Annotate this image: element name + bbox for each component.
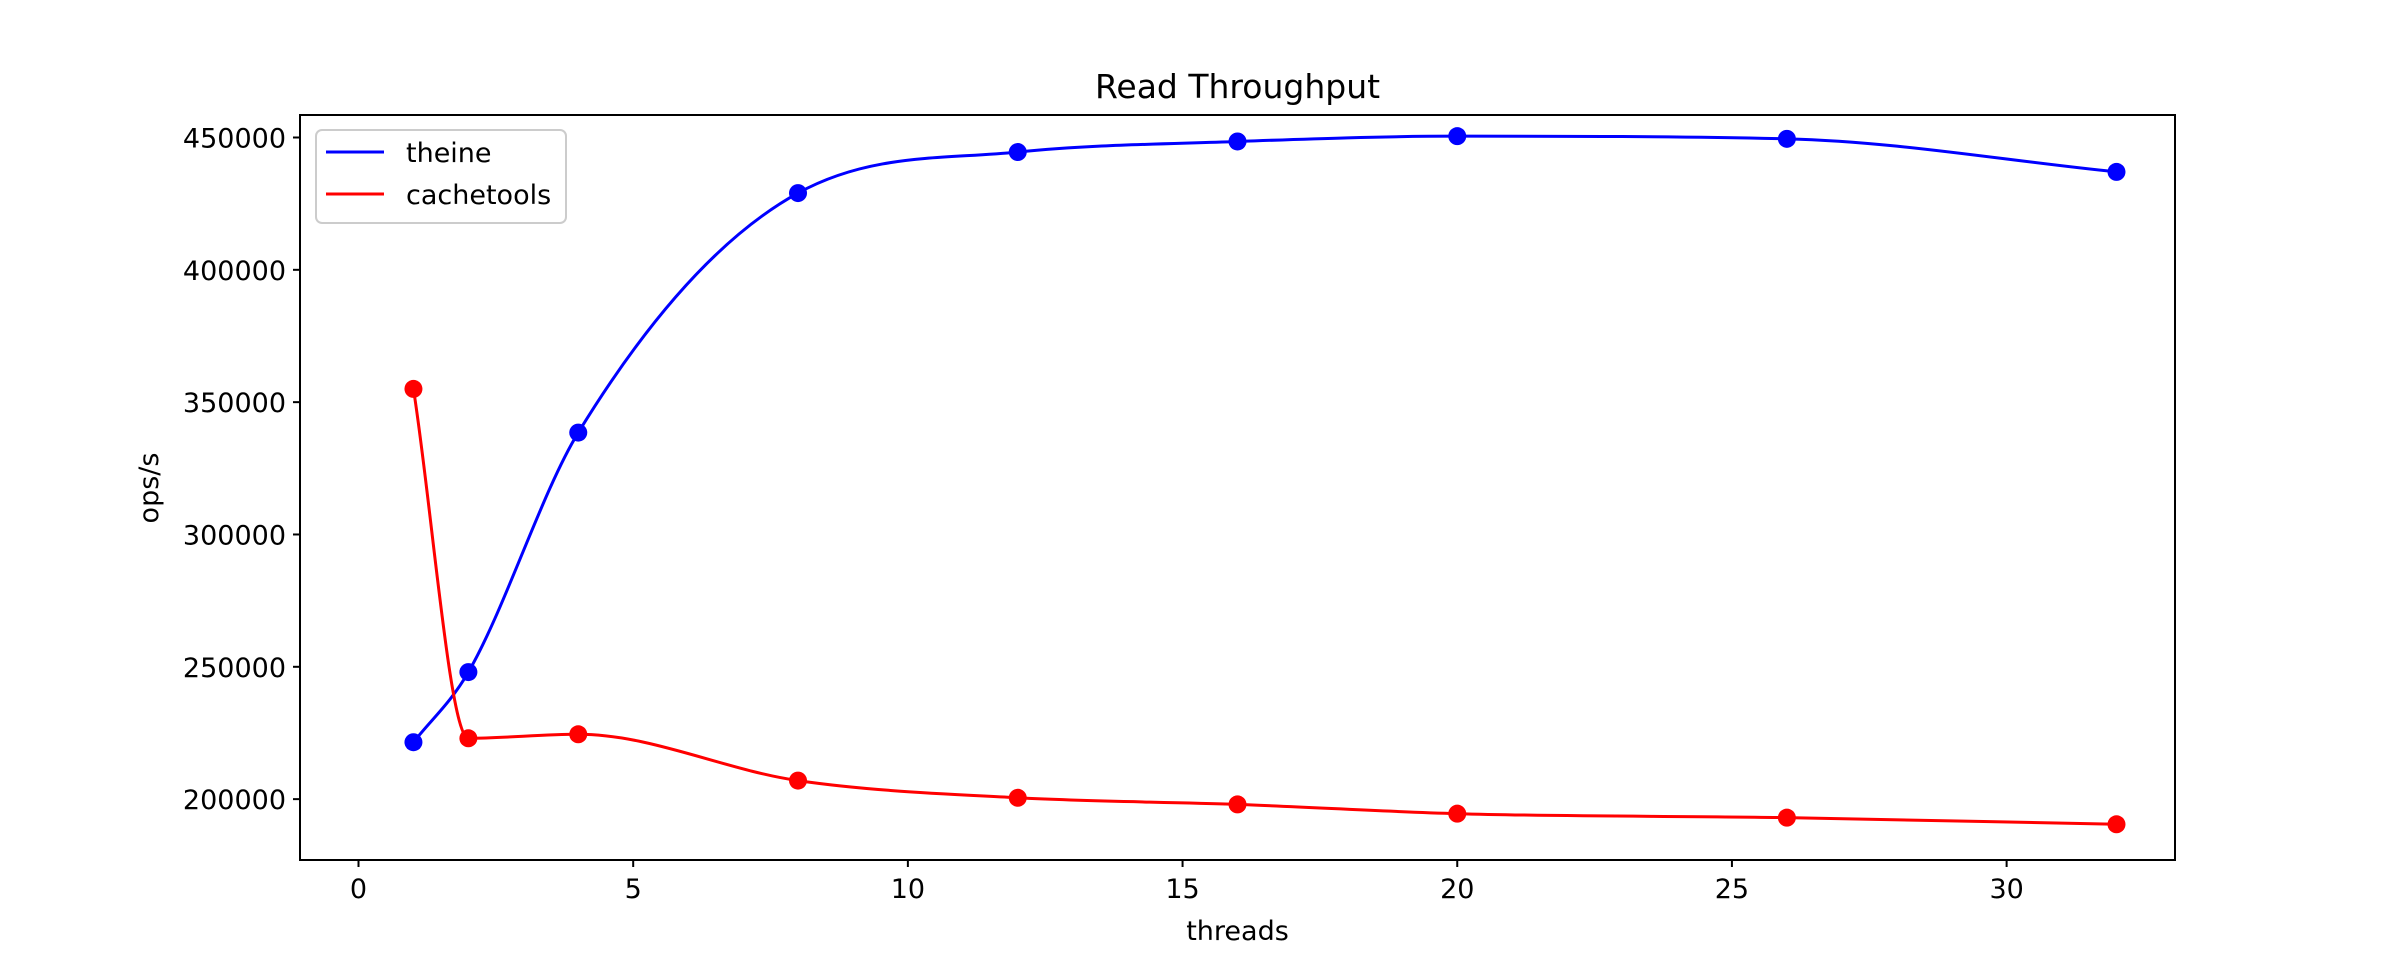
series-cachetools <box>404 379 2126 834</box>
series-layer <box>404 127 2126 834</box>
series-theine <box>404 127 2126 752</box>
data-point-cachetools <box>1228 795 1247 814</box>
data-point-theine <box>2107 162 2126 181</box>
legend-label-cachetools: cachetools <box>406 180 551 211</box>
y-tick-label: 250000 <box>183 653 286 684</box>
data-point-theine <box>789 184 808 203</box>
legend: theine cachetools <box>315 129 567 224</box>
x-tick-label: 30 <box>1989 874 2023 905</box>
y-tick-label: 300000 <box>183 520 286 551</box>
x-tick-label: 15 <box>1165 874 1199 905</box>
x-tick-label: 0 <box>350 874 367 905</box>
plot-frame <box>299 114 2176 861</box>
y-tick-label: 200000 <box>183 785 286 816</box>
data-point-theine <box>404 733 423 752</box>
y-axis-label: ops/s <box>134 453 165 524</box>
x-tick-label: 25 <box>1715 874 1749 905</box>
y-tick-label: 450000 <box>183 123 286 154</box>
data-point-theine <box>569 423 588 442</box>
x-axis: 0 5 10 15 20 25 30 <box>350 860 2024 905</box>
legend-label-theine: theine <box>406 138 492 169</box>
x-tick-label: 20 <box>1440 874 1474 905</box>
x-tick-label: 5 <box>625 874 642 905</box>
y-tick-label: 400000 <box>183 256 286 287</box>
data-point-cachetools <box>2107 815 2126 834</box>
data-point-cachetools <box>1777 808 1796 827</box>
series-line-cachetools <box>411 387 2118 826</box>
data-point-cachetools <box>1008 788 1027 807</box>
data-point-cachetools <box>404 379 423 398</box>
chart-title: Read Throughput <box>1095 67 1380 106</box>
data-point-theine <box>459 663 478 682</box>
y-axis: 200000 250000 300000 350000 400000 450000 <box>183 123 300 816</box>
data-point-theine <box>1777 129 1796 148</box>
x-tick-label: 10 <box>891 874 925 905</box>
y-tick-label: 350000 <box>183 388 286 419</box>
data-point-theine <box>1008 143 1027 162</box>
data-point-theine <box>1228 132 1247 151</box>
x-axis-label: threads <box>1186 916 1289 947</box>
data-point-cachetools <box>569 725 588 744</box>
data-point-cachetools <box>789 771 808 790</box>
data-point-theine <box>1448 127 1467 146</box>
data-point-cachetools <box>459 729 478 748</box>
data-point-cachetools <box>1448 804 1467 823</box>
series-line-theine <box>411 134 2118 744</box>
